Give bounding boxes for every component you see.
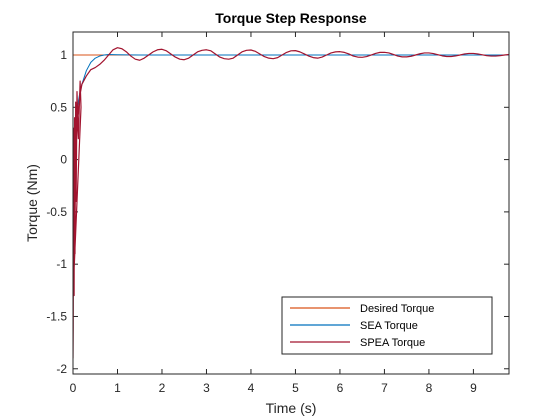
x-tick-label: 7 bbox=[381, 381, 388, 395]
x-tick-label: 0 bbox=[70, 381, 77, 395]
x-tick-label: 3 bbox=[203, 381, 210, 395]
x-tick-label: 1 bbox=[114, 381, 121, 395]
x-tick-label: 4 bbox=[248, 381, 255, 395]
chart-title: Torque Step Response bbox=[215, 10, 367, 26]
y-tick-label: 1 bbox=[60, 48, 67, 62]
x-tick-label: 6 bbox=[337, 381, 344, 395]
x-tick-label: 2 bbox=[159, 381, 166, 395]
x-tick-label: 8 bbox=[426, 381, 433, 395]
legend: Desired Torque SEA Torque SPEA Torque bbox=[281, 296, 493, 355]
legend-label-desired-torque: Desired Torque bbox=[360, 303, 434, 315]
x-tick-label: 9 bbox=[470, 381, 477, 395]
y-tick-label: 0 bbox=[60, 153, 67, 167]
y-tick-label: -1 bbox=[56, 257, 67, 271]
tick-labels-group: 0 1 2 3 4 5 6 7 8 9 -2 -1.5 -1 -0.5 0 0.5 1 bbox=[46, 48, 477, 395]
series-line-spea-torque bbox=[73, 47, 509, 359]
series-group bbox=[73, 47, 509, 359]
legend-label-sea-torque: SEA Torque bbox=[360, 320, 418, 332]
x-axis-label: Time (s) bbox=[266, 400, 317, 416]
y-tick-label: -1.5 bbox=[46, 309, 67, 323]
y-tick-label: -0.5 bbox=[46, 205, 67, 219]
y-axis-label: Torque (Nm) bbox=[24, 164, 40, 242]
legend-label-spea-torque: SPEA Torque bbox=[360, 337, 425, 349]
axes-box bbox=[72, 31, 510, 375]
x-tick-label: 5 bbox=[292, 381, 299, 395]
y-tick-label: -2 bbox=[56, 362, 67, 376]
y-tick-label: 0.5 bbox=[50, 100, 67, 114]
